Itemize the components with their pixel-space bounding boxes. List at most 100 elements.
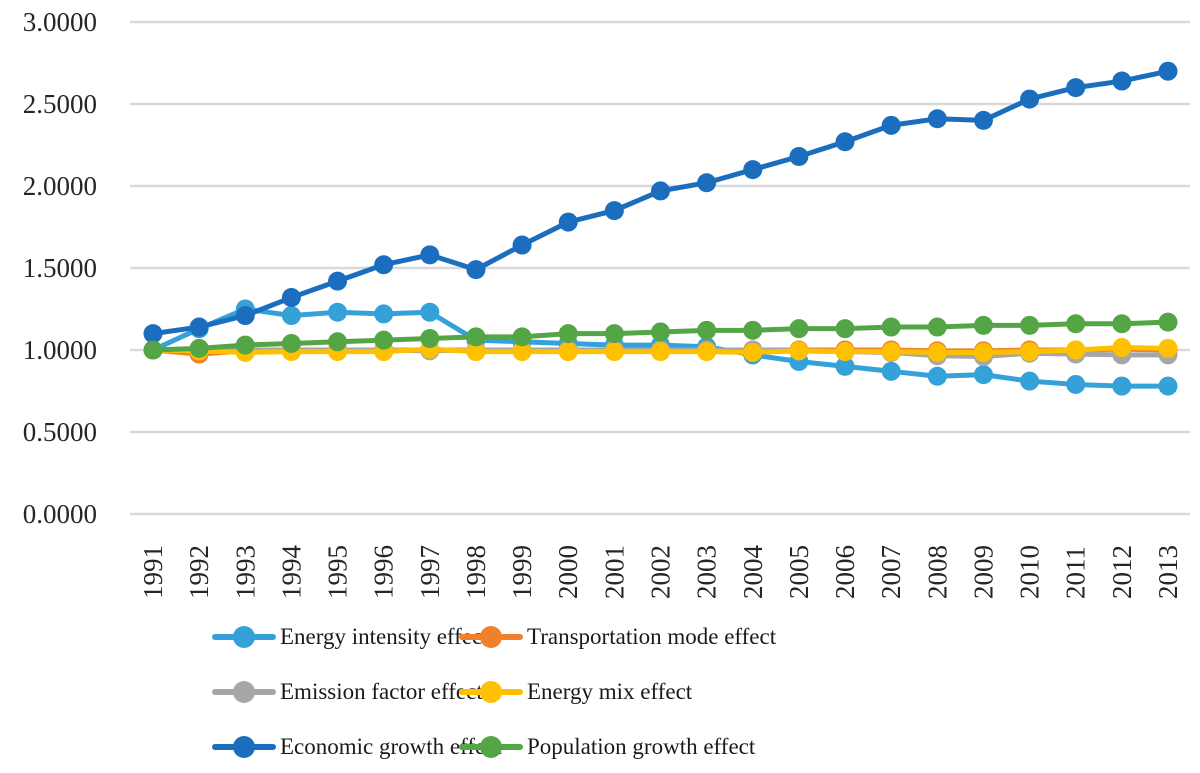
series-point-4 <box>420 245 440 265</box>
series-point-4 <box>281 288 301 308</box>
series-point-5 <box>881 317 901 337</box>
x-axis-tick-label: 1996 <box>369 545 399 599</box>
legend-dot-icon <box>233 681 255 703</box>
series-point-4 <box>374 255 394 275</box>
x-axis-tick-label: 1993 <box>230 545 260 599</box>
legend-marker-population-growth <box>459 735 523 759</box>
series-point-3 <box>651 342 670 362</box>
x-axis-tick-label: 2009 <box>968 545 998 599</box>
y-axis-tick-label: 2.5000 <box>23 89 97 119</box>
series-point-4 <box>143 324 163 344</box>
series-point-5 <box>281 333 301 353</box>
x-axis-tick-label: 2006 <box>830 545 860 599</box>
series-point-0 <box>328 302 348 322</box>
series-point-5 <box>374 330 394 350</box>
x-axis-tick-label: 2002 <box>646 545 676 599</box>
series-point-4 <box>604 201 624 221</box>
series-point-4 <box>835 132 855 152</box>
x-axis-tick-label: 2012 <box>1107 545 1137 599</box>
series-point-5 <box>1020 315 1040 335</box>
series-point-4 <box>697 173 717 193</box>
series-point-5 <box>143 340 163 360</box>
series-point-0 <box>1158 376 1178 396</box>
series-point-0 <box>927 366 947 386</box>
series-point-5 <box>1066 314 1086 334</box>
legend-dot-icon <box>233 626 255 648</box>
x-axis-tick-label: 2003 <box>692 545 722 599</box>
series-point-5 <box>604 324 624 344</box>
legend-label: Energy mix effect <box>527 679 693 704</box>
legend-item-population-growth: Population growth effect <box>459 730 755 764</box>
y-axis-tick-label: 3.0000 <box>23 7 97 37</box>
series-point-3 <box>927 342 947 362</box>
series-point-3 <box>789 341 809 361</box>
series-point-5 <box>1158 312 1178 332</box>
series-point-3 <box>743 342 763 362</box>
series-line-4 <box>150 68 1171 337</box>
series-point-0 <box>1112 376 1132 396</box>
series-point-4 <box>927 109 947 129</box>
x-axis-tick-label: 2004 <box>738 545 768 600</box>
series-point-4 <box>189 317 209 337</box>
x-axis-tick-label: 1995 <box>323 545 353 599</box>
series-point-4 <box>235 306 255 326</box>
series-point-3 <box>604 342 624 362</box>
legend-label: Emission factor effect <box>280 679 483 704</box>
x-axis-tick-label: 2005 <box>784 545 814 599</box>
series-point-3 <box>697 342 717 362</box>
legend-dot-icon <box>480 626 502 648</box>
series-point-4 <box>558 212 578 232</box>
y-axis-tick-label: 1.0000 <box>23 335 97 365</box>
legend-item-transportation-mode: Transportation mode effect <box>459 620 776 654</box>
series-point-4 <box>1158 61 1178 81</box>
legend-marker-transportation-mode <box>459 625 523 649</box>
y-axis-tick-label: 0.0000 <box>23 499 97 529</box>
legend-item-energy-intensity: Energy intensity effect <box>212 620 489 654</box>
x-axis-tick-label: 1992 <box>184 545 214 599</box>
series-point-5 <box>927 317 947 337</box>
x-axis-tick-label: 1997 <box>415 545 445 599</box>
series-point-5 <box>1112 314 1132 334</box>
series-point-4 <box>466 260 486 280</box>
series-point-5 <box>189 338 209 358</box>
series-point-3 <box>1112 338 1132 358</box>
series-point-0 <box>973 365 993 385</box>
series-point-4 <box>1066 78 1086 98</box>
x-axis-tick-label: 2000 <box>553 545 583 599</box>
legend-dot-icon <box>480 681 502 703</box>
series-point-4 <box>743 160 763 180</box>
x-axis-tick-label: 1994 <box>276 545 306 600</box>
series-point-3 <box>881 342 901 362</box>
legend-label: Energy intensity effect <box>280 624 489 649</box>
series-point-3 <box>466 342 486 362</box>
x-axis-tick-label: 2007 <box>876 545 906 599</box>
x-axis-tick-label: 1999 <box>507 545 537 599</box>
series-point-4 <box>1020 89 1040 109</box>
series-point-5 <box>789 319 809 339</box>
series-point-0 <box>420 302 440 322</box>
series-point-3 <box>1066 340 1086 360</box>
series-point-5 <box>328 332 348 352</box>
series-point-5 <box>466 327 486 347</box>
series-point-5 <box>973 315 993 335</box>
series-point-5 <box>697 320 717 340</box>
series-point-0 <box>374 304 394 324</box>
series-point-3 <box>512 342 532 362</box>
series-point-4 <box>973 110 993 130</box>
legend-item-emission-factor: Emission factor effect <box>212 675 483 709</box>
legend-dot-icon <box>480 736 502 758</box>
series-point-4 <box>328 271 348 291</box>
y-axis-tick-label: 2.0000 <box>23 171 97 201</box>
x-axis-tick-label: 2013 <box>1153 545 1183 599</box>
legend-marker-emission-factor <box>212 680 276 704</box>
x-axis-tick-label: 2001 <box>599 545 629 599</box>
series-point-0 <box>835 356 855 376</box>
series-point-5 <box>835 319 855 339</box>
series-point-0 <box>1066 374 1086 394</box>
series-point-4 <box>651 181 670 201</box>
y-axis-tick-label: 0.5000 <box>23 417 97 447</box>
series-point-0 <box>881 361 901 381</box>
plot-area: 3.0000 2.5000 2.0000 1.5000 1.0000 0.5000 0.00… <box>23 7 1190 600</box>
legend-marker-energy-intensity <box>212 625 276 649</box>
